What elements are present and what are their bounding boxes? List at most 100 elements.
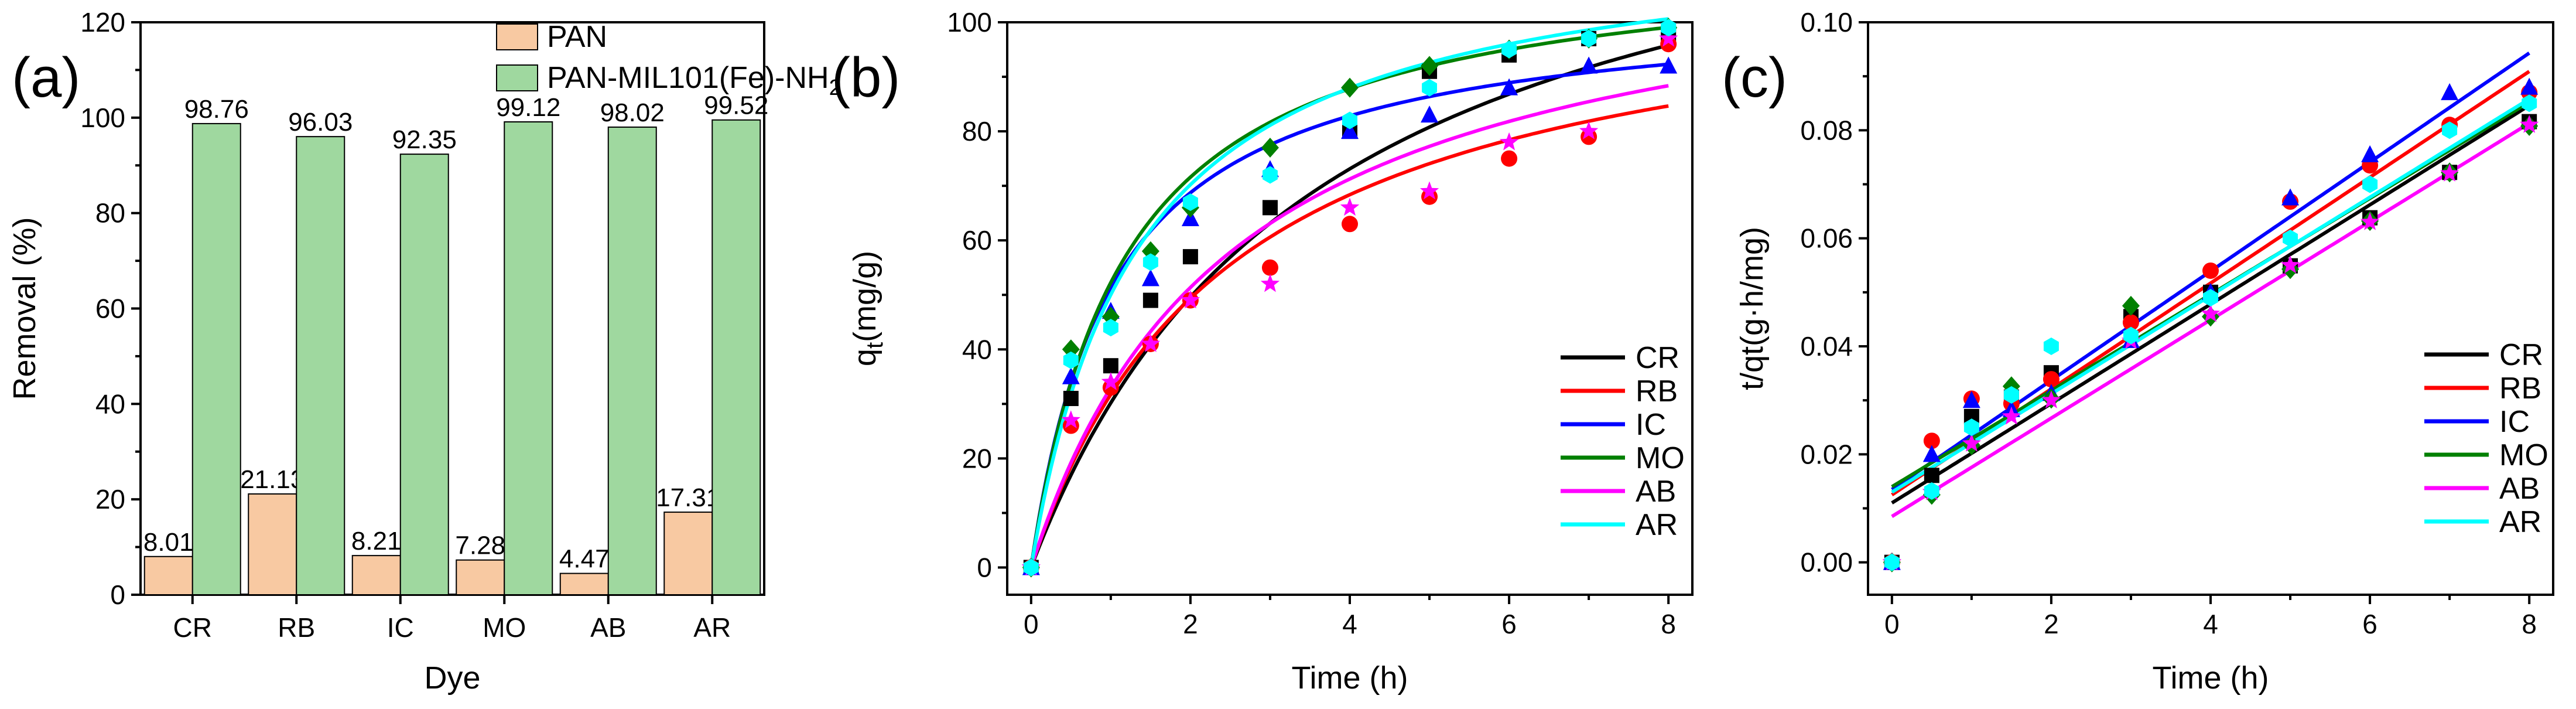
legend-label-ab: AB <box>1636 475 1676 509</box>
x-tick-label: 8 <box>2522 609 2537 639</box>
bar-pan-cr <box>143 555 193 596</box>
point-ic <box>1341 122 1359 139</box>
point-ar <box>1263 166 1278 184</box>
y-tick-label: 80 <box>95 198 125 229</box>
x-tick-label: AR <box>693 612 731 643</box>
y-tick-label: 20 <box>95 484 125 514</box>
point-ic <box>1181 209 1199 226</box>
y-axis-title: qt(mg/g) <box>847 251 888 366</box>
legend-label-cr: CR <box>1636 341 1679 375</box>
fit-line-ab <box>1029 84 1669 568</box>
point-rb <box>2202 262 2219 279</box>
legend-label-rb: RB <box>1636 374 1678 408</box>
point-rb <box>1102 379 1119 396</box>
point-ic <box>1660 56 1678 74</box>
point-ab <box>1061 410 1080 428</box>
x-tick-label: 4 <box>1342 609 1357 639</box>
data-label: 17.31 <box>656 483 720 512</box>
point-cr <box>1063 391 1079 407</box>
bar-mof-rb <box>296 136 345 595</box>
bar-pan-rb <box>248 493 297 596</box>
legend-swatch-pan <box>496 23 538 50</box>
point-ic <box>1421 105 1439 123</box>
point-ar <box>1422 79 1437 97</box>
point-ar <box>2043 338 2059 355</box>
x-axis-title: Dye <box>424 660 480 696</box>
y-tick-label: 120 <box>80 7 125 38</box>
y-tick-label: 0 <box>110 580 125 610</box>
x-tick-label: 6 <box>1501 609 1517 639</box>
point-ar <box>2203 289 2218 307</box>
point-ab <box>1181 290 1200 309</box>
point-ic <box>2520 77 2539 95</box>
point-ar <box>2283 229 2298 247</box>
data-label: 8.21 <box>351 527 402 555</box>
legend-swatch-mof <box>496 64 538 91</box>
point-mo <box>2122 295 2140 316</box>
point-rb <box>1923 432 1940 449</box>
y-tick-label: 0.10 <box>1800 7 1853 38</box>
data-label: 98.02 <box>600 98 665 127</box>
bar-mof-cr <box>191 122 241 595</box>
point-ab <box>2360 212 2380 230</box>
x-tick-label: IC <box>387 612 414 643</box>
data-label: 21.13 <box>240 465 305 494</box>
point-ar <box>1884 553 1900 571</box>
x-axis-title: Time (h) <box>1292 660 1408 696</box>
legend: PAN PAN-MIL101(Fe)-NH2 <box>496 20 841 100</box>
legend-label-ic: IC <box>2499 405 2530 439</box>
legend-label-mof: PAN-MIL101(Fe)-NH2 <box>547 61 841 100</box>
data-label: 99.12 <box>496 93 560 122</box>
legend-label-ab: AB <box>2499 472 2540 506</box>
x-tick-label: 0 <box>1024 609 1039 639</box>
point-rb <box>1261 259 1278 276</box>
point-ab <box>1499 132 1519 151</box>
y-tick-label: 0.04 <box>1800 331 1853 362</box>
bar-mof-mo <box>504 121 553 596</box>
point-cr <box>1142 292 1158 308</box>
fit-line-ar <box>1029 17 1669 568</box>
point-cr <box>1924 468 1939 483</box>
point-ar <box>1182 193 1198 212</box>
point-rb <box>2043 371 2060 388</box>
y-tick-label: 0.08 <box>1800 115 1853 145</box>
legend-label-cr: CR <box>2499 338 2543 372</box>
x-tick-label: 8 <box>1661 609 1676 639</box>
point-mo <box>1341 77 1359 98</box>
x-tick-label: 2 <box>2044 609 2059 639</box>
point-ab <box>1659 28 1678 47</box>
legend-label-rb: RB <box>2499 371 2541 405</box>
data-label: 4.47 <box>559 545 610 574</box>
panel-label-b: (b) <box>832 46 900 109</box>
point-mo <box>1421 56 1439 76</box>
y-tick-label: 0.02 <box>1800 439 1853 469</box>
bar-pan-ar <box>663 512 713 595</box>
point-ar <box>2123 326 2139 345</box>
point-ar <box>1023 558 1039 577</box>
legend-label-ar: AR <box>1636 508 1678 542</box>
legend-label-mo: MO <box>2499 438 2548 472</box>
point-ic <box>1062 367 1080 384</box>
legend-label-ic: IC <box>1636 408 1666 442</box>
point-ab <box>2440 163 2459 182</box>
legend-label-ar: AR <box>2499 505 2541 539</box>
point-ar <box>1063 351 1079 369</box>
panel-c: 0 2 4 6 8 0.00 0.02 0.04 0.06 0.08 0.10 Time (h) t/q… <box>1722 7 2554 696</box>
data-label: 98.76 <box>184 95 249 124</box>
data-label: 96.03 <box>288 108 353 137</box>
bar-mof-ab <box>607 126 657 595</box>
panel-label-c: (c) <box>1722 46 1787 109</box>
point-ab <box>1260 274 1280 292</box>
point-ar <box>1103 319 1118 337</box>
point-ar <box>1501 40 1517 59</box>
data-label: 92.35 <box>392 125 457 154</box>
point-rb <box>2122 314 2139 331</box>
bar-pan-ab <box>559 572 609 595</box>
y-tick-label: 0.06 <box>1800 223 1853 254</box>
x-tick-label: RB <box>278 612 315 643</box>
point-cr <box>1182 249 1198 265</box>
point-ab <box>1141 334 1161 352</box>
x-axis-title: Time (h) <box>2153 660 2269 696</box>
